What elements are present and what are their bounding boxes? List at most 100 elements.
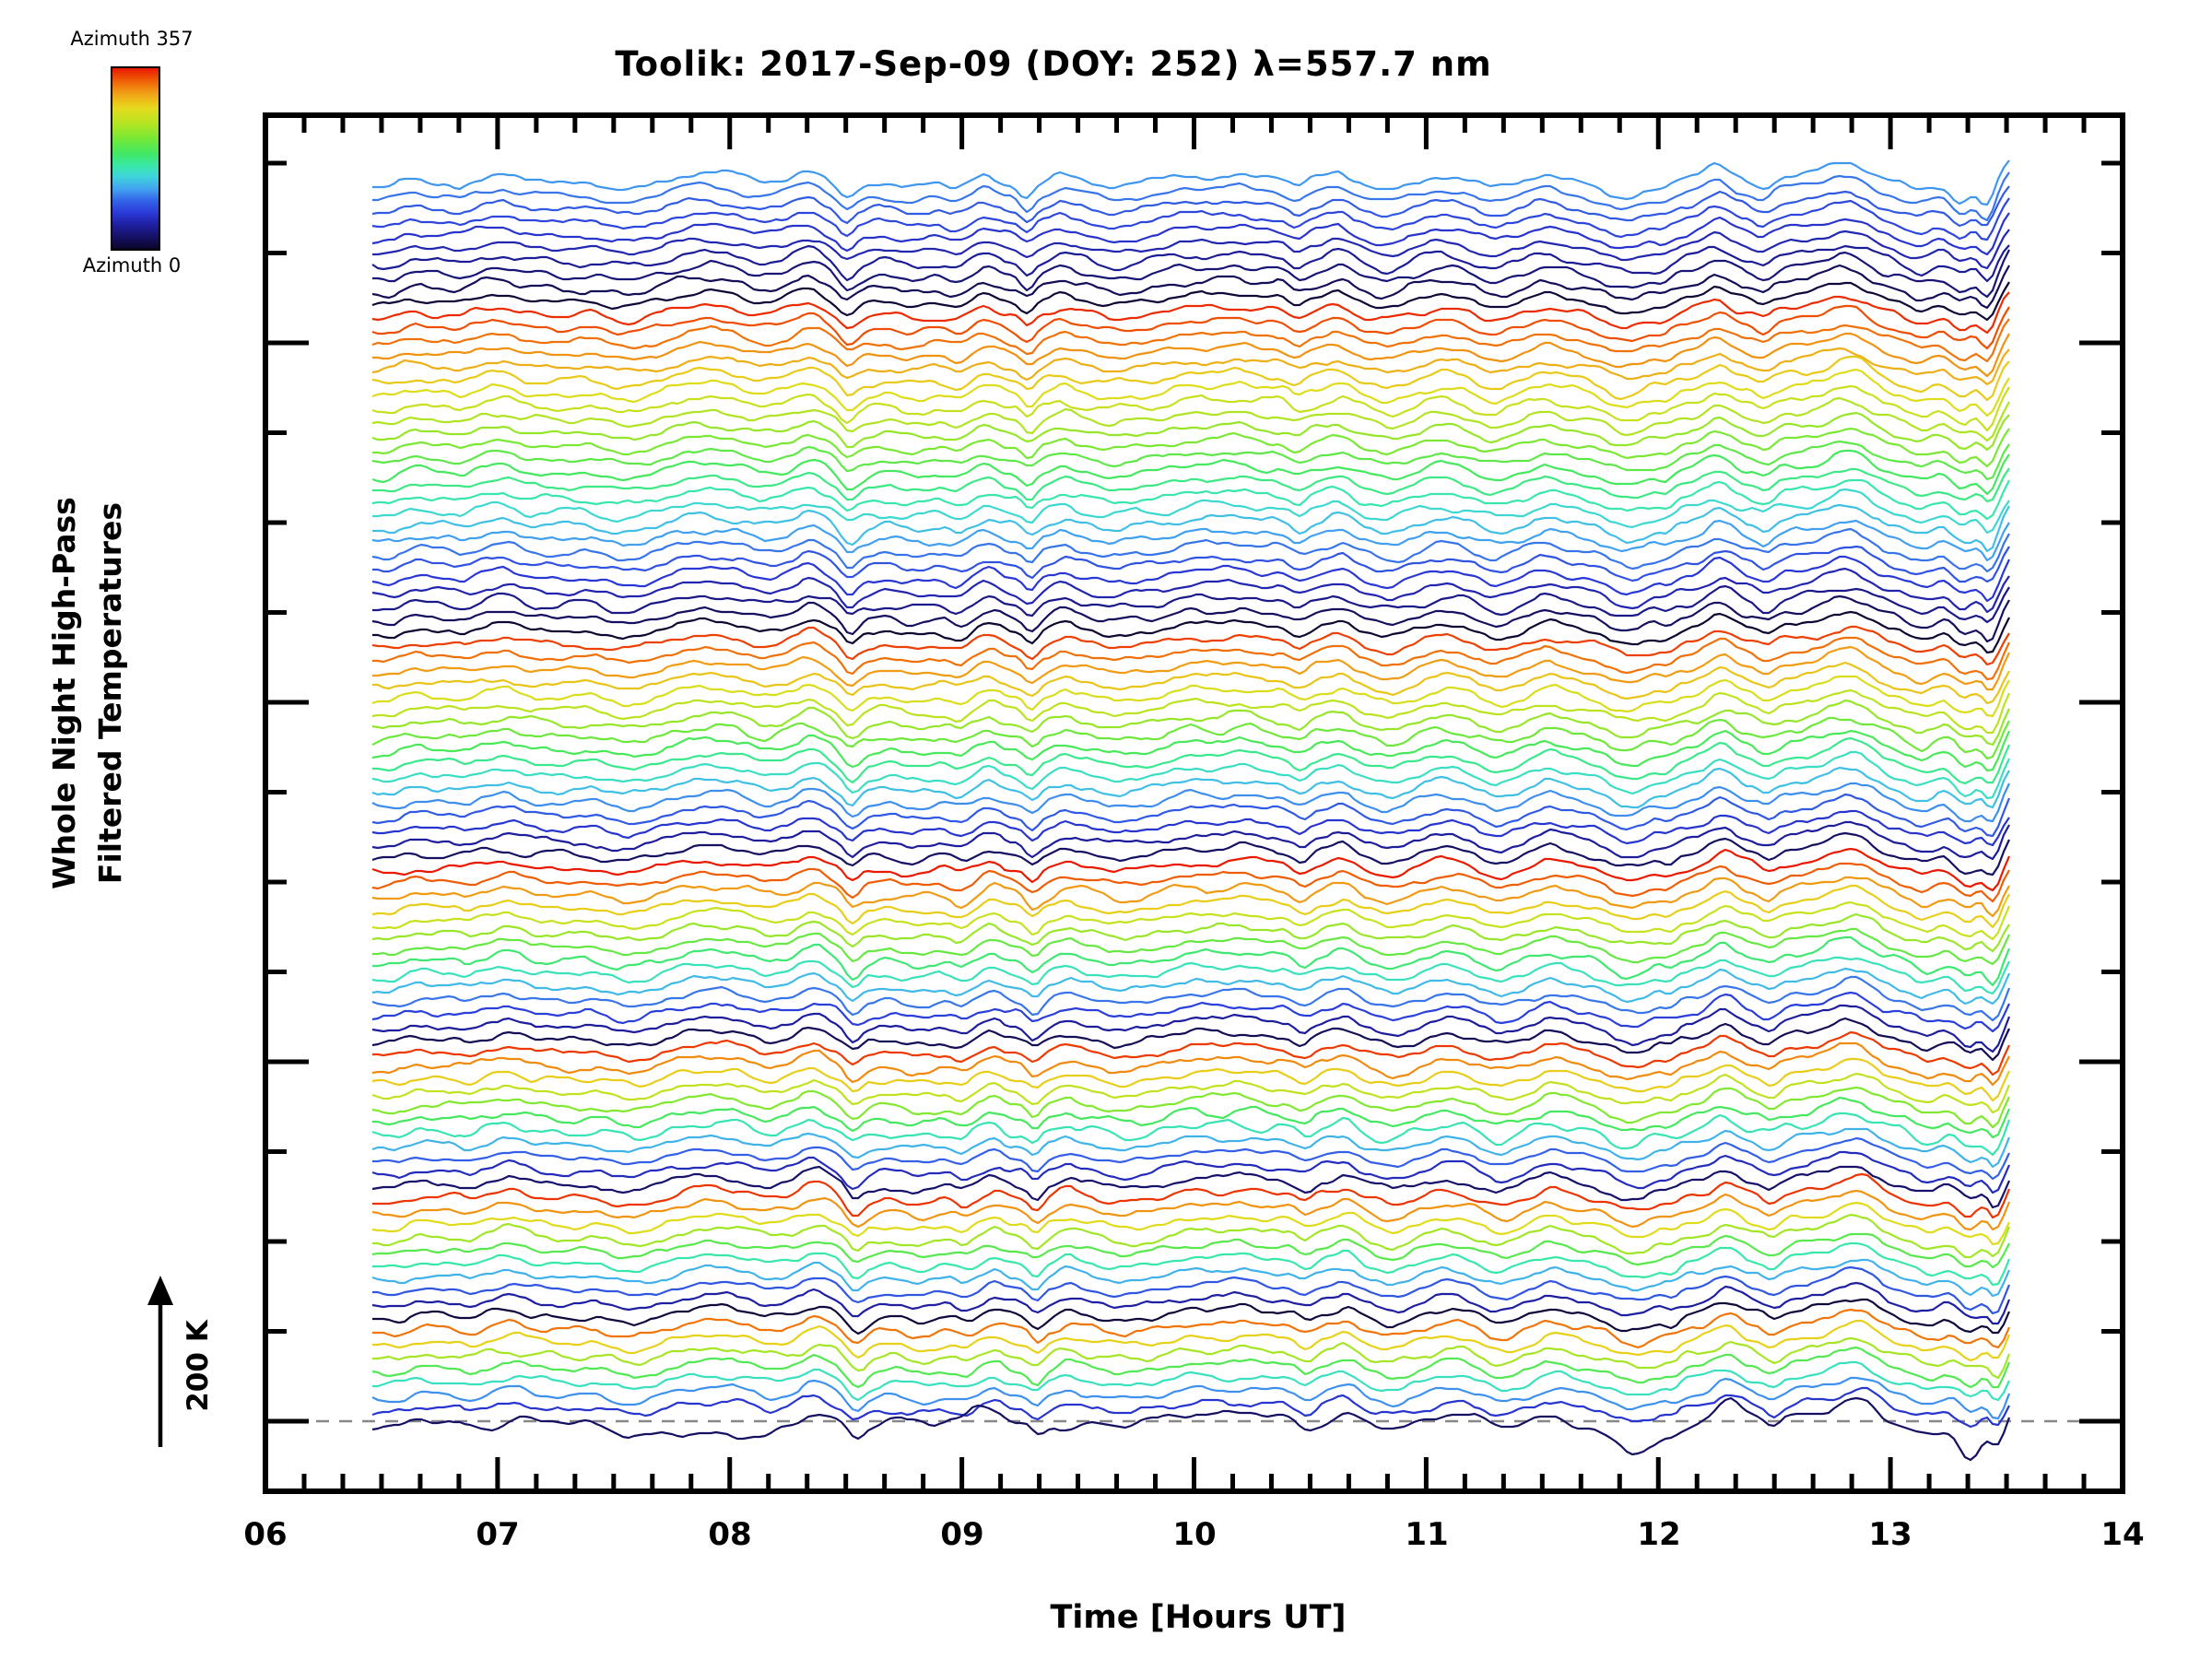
- trace-line: [371, 440, 2010, 481]
- trace-line: [371, 527, 2010, 573]
- x-tick-label-14: 14: [2100, 1516, 2145, 1553]
- trace-line: [371, 478, 2010, 521]
- trace-line: [371, 212, 2010, 256]
- trace-line: [371, 729, 2011, 772]
- trace-line: [371, 782, 2010, 823]
- trace-line: [372, 645, 2010, 691]
- trace-line: [371, 244, 2010, 283]
- x-tick-label-10: 10: [1172, 1516, 1217, 1553]
- trace-line: [372, 159, 2010, 206]
- trace-line: [372, 249, 2010, 299]
- trace-line: [371, 675, 2010, 718]
- trace-line: [371, 1346, 2011, 1389]
- trace-line: [372, 1096, 2011, 1139]
- trace-line: [371, 991, 2010, 1033]
- trace-line: [372, 1265, 2011, 1315]
- trace-line: [371, 318, 2010, 363]
- trace-line: [371, 567, 2010, 614]
- trace-line: [371, 555, 2010, 603]
- trace-line: [371, 1057, 2010, 1102]
- trace-line: [372, 488, 2010, 535]
- trace-line: [371, 1112, 2011, 1157]
- colorbar-gradient: [111, 66, 160, 251]
- trace-line: [371, 956, 2010, 995]
- trace-line: [372, 1213, 2011, 1259]
- plot-frame: [263, 112, 2125, 1494]
- trace-line: [371, 967, 2011, 1006]
- trace-line: [372, 171, 2010, 222]
- trace-line: [372, 584, 2010, 624]
- trace-line: [371, 449, 2010, 496]
- trace-line: [371, 185, 2010, 228]
- x-tick-label-09: 09: [940, 1516, 984, 1553]
- trace-line: [371, 1396, 2011, 1462]
- trace-line: [371, 1189, 2011, 1231]
- trace-line: [371, 1376, 2011, 1420]
- trace-line: [371, 809, 2010, 847]
- trace-line: [371, 847, 2011, 892]
- trace-line: [372, 1030, 2010, 1077]
- trace-line: [372, 927, 2010, 966]
- trace-line: [372, 636, 2010, 681]
- trace-line: [371, 1150, 2011, 1194]
- trace-line: [371, 793, 2011, 838]
- scale-bar-arrow: [147, 1276, 173, 1447]
- trace-line: [371, 884, 2010, 929]
- trace-line: [372, 736, 2011, 785]
- trace-line: [371, 1201, 2010, 1246]
- trace-line: [371, 1072, 2011, 1114]
- trace-line: [371, 1258, 2011, 1298]
- trace-line: [372, 1136, 2010, 1181]
- trace-line: [371, 291, 2010, 335]
- trace-line: [371, 820, 2010, 861]
- trace-line: [372, 545, 2010, 583]
- trace-line: [372, 1172, 2011, 1219]
- trace-line: [372, 1336, 2011, 1380]
- trace-line: [371, 862, 2010, 903]
- trace-line: [372, 427, 2010, 468]
- trace-line: [371, 1086, 2010, 1129]
- trace-line: [371, 264, 2010, 310]
- x-axis-title: Time [Hours UT]: [1050, 1599, 1347, 1636]
- trace-line: [372, 332, 2010, 378]
- trace-line: [372, 661, 2010, 705]
- trace-line: [371, 1232, 2010, 1269]
- trace-line: [371, 594, 2010, 643]
- colorbar-bottom-label: Azimuth 0: [82, 254, 182, 276]
- trace-line: [371, 750, 2010, 800]
- trace-line: [372, 1298, 2011, 1335]
- trace-line: [371, 411, 2010, 452]
- trace-line: [371, 1281, 2011, 1325]
- trace-line: [371, 197, 2010, 241]
- scale-arrow-head: [147, 1276, 173, 1305]
- trace-line: [372, 610, 2010, 654]
- trace-line: [371, 1041, 2010, 1087]
- trace-line: [372, 935, 2011, 987]
- trace-line: [371, 368, 2010, 418]
- trace-line: [371, 766, 2010, 809]
- axis-ticks: [263, 118, 2125, 1488]
- x-tick-label-07: 07: [476, 1516, 520, 1553]
- trace-line: [371, 912, 2010, 953]
- trace-line: [371, 304, 2010, 350]
- trace-line: [371, 396, 2010, 442]
- trace-line: [372, 467, 2010, 503]
- trace-line: [371, 831, 2010, 877]
- trace-line: [372, 229, 2010, 270]
- trace-line: [371, 384, 2010, 432]
- x-tick-label-11: 11: [1405, 1516, 1449, 1553]
- trace-line: [371, 1017, 2010, 1062]
- x-tick-label-13: 13: [1868, 1516, 1912, 1553]
- trace-line: [372, 503, 2010, 553]
- trace-line: [371, 281, 2010, 322]
- trace-line: [371, 1004, 2011, 1053]
- page-title: Toolik: 2017-Sep-09 (DOY: 252) λ=557.7 n…: [615, 44, 1492, 84]
- trace-line: [371, 1127, 2011, 1169]
- temperature-traces: [371, 159, 2011, 1462]
- trace-line: [371, 1386, 2010, 1429]
- trace-line: [371, 975, 2011, 1022]
- x-tick-label-12: 12: [1637, 1516, 1681, 1553]
- trace-line: [371, 355, 2010, 402]
